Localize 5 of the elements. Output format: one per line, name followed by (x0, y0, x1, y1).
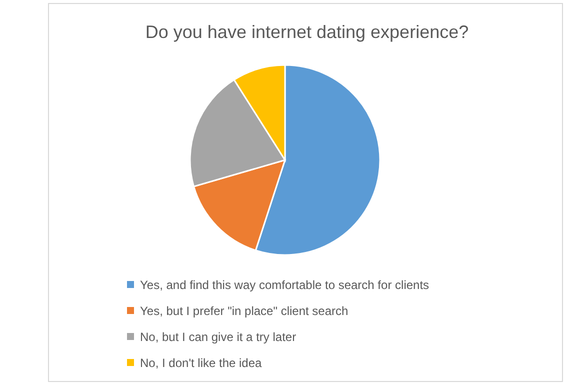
legend-label: No, but I can give it a try later (140, 330, 296, 344)
legend-label: Yes, and find this way comfortable to search for clients (140, 278, 430, 292)
legend-label: Yes, but I prefer "in place" client search (140, 304, 348, 318)
legend-label: No, I don't like the idea (140, 356, 262, 370)
chart-title: Do you have internet dating experience? (145, 22, 469, 42)
